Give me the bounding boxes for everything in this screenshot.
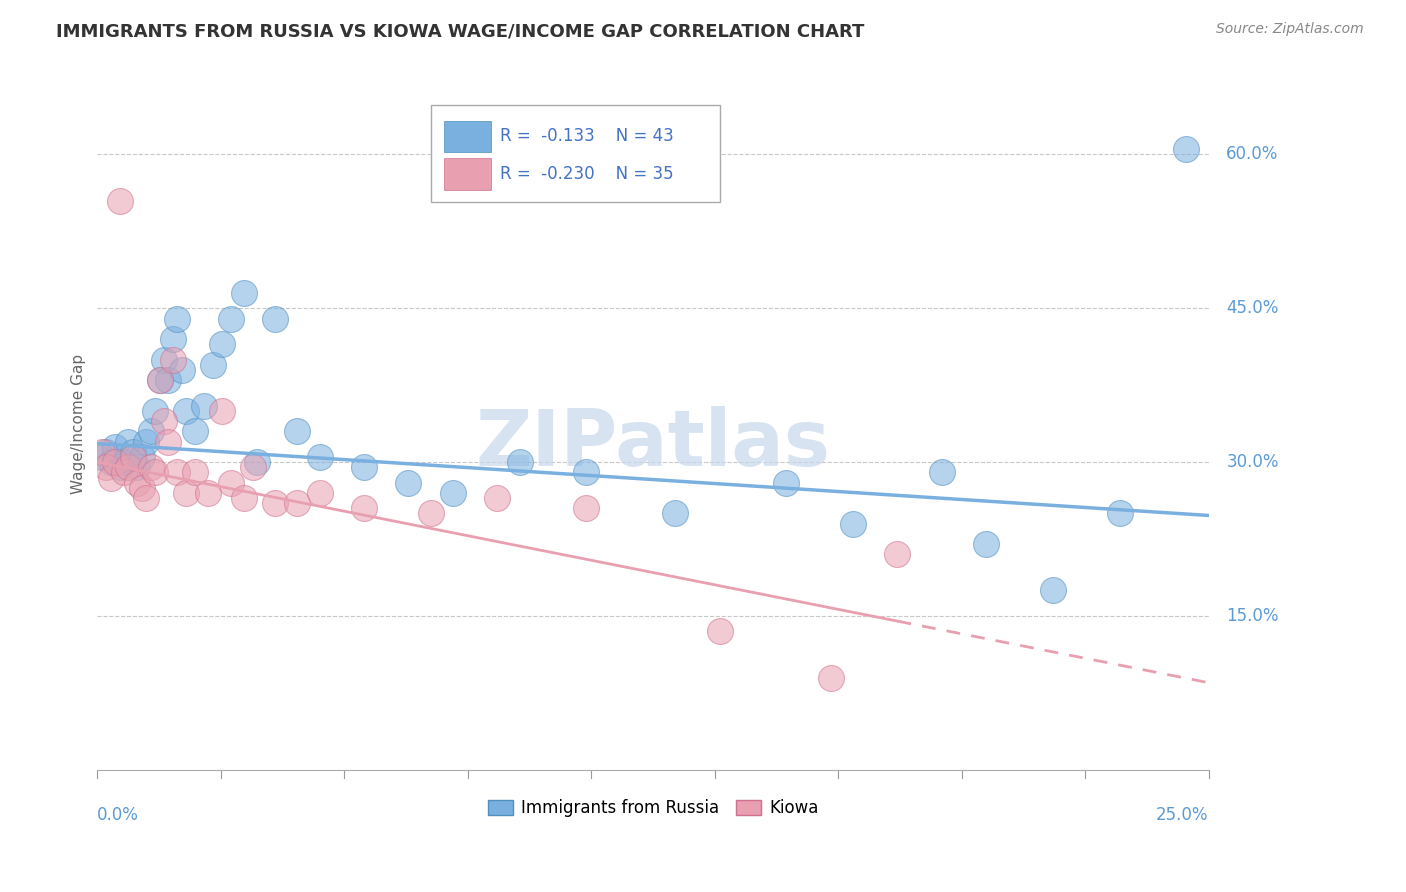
Point <box>104 455 127 469</box>
Point <box>143 404 166 418</box>
Point <box>96 445 118 459</box>
Y-axis label: Wage/Income Gap: Wage/Income Gap <box>72 353 86 493</box>
Point <box>139 460 162 475</box>
Point <box>90 450 112 464</box>
Point <box>353 460 375 475</box>
Point <box>441 486 464 500</box>
Point <box>820 671 842 685</box>
Point <box>96 460 118 475</box>
Point <box>287 425 309 439</box>
Text: ZIPatlas: ZIPatlas <box>475 407 831 483</box>
Point <box>131 481 153 495</box>
Point <box>575 466 598 480</box>
Point <box>112 455 135 469</box>
Point <box>509 455 531 469</box>
FancyBboxPatch shape <box>444 121 491 153</box>
Point <box>135 491 157 505</box>
Point <box>842 516 865 531</box>
Point <box>162 332 184 346</box>
Point <box>170 363 193 377</box>
Point <box>242 460 264 475</box>
Text: IMMIGRANTS FROM RUSSIA VS KIOWA WAGE/INCOME GAP CORRELATION CHART: IMMIGRANTS FROM RUSSIA VS KIOWA WAGE/INC… <box>56 22 865 40</box>
Point <box>233 491 256 505</box>
Point <box>100 455 122 469</box>
Text: Source: ZipAtlas.com: Source: ZipAtlas.com <box>1216 22 1364 37</box>
Point <box>246 455 269 469</box>
Point <box>157 434 180 449</box>
Point <box>90 445 112 459</box>
Point <box>166 466 188 480</box>
Text: 30.0%: 30.0% <box>1226 453 1279 471</box>
Point <box>308 450 330 464</box>
Point <box>174 486 197 500</box>
Point <box>135 434 157 449</box>
Point <box>184 466 207 480</box>
Point <box>308 486 330 500</box>
Point <box>219 475 242 490</box>
Point <box>709 624 731 639</box>
FancyBboxPatch shape <box>430 105 720 202</box>
Point <box>131 450 153 464</box>
Text: R =  -0.230    N = 35: R = -0.230 N = 35 <box>499 165 673 183</box>
Point <box>886 548 908 562</box>
Point <box>153 352 176 367</box>
Point <box>976 537 998 551</box>
Point <box>931 466 953 480</box>
Text: 15.0%: 15.0% <box>1226 607 1279 625</box>
Legend: Immigrants from Russia, Kiowa: Immigrants from Russia, Kiowa <box>481 792 825 824</box>
Point <box>122 445 145 459</box>
Text: 45.0%: 45.0% <box>1226 299 1278 318</box>
Point <box>775 475 797 490</box>
Point <box>143 466 166 480</box>
Point <box>139 425 162 439</box>
Point <box>112 466 135 480</box>
Point <box>166 311 188 326</box>
Point <box>117 434 139 449</box>
Point <box>108 194 131 208</box>
Point <box>1108 507 1130 521</box>
Point <box>174 404 197 418</box>
Point <box>197 486 219 500</box>
Point <box>1042 583 1064 598</box>
Point <box>211 404 233 418</box>
Point <box>157 373 180 387</box>
Point <box>219 311 242 326</box>
Point <box>108 460 131 475</box>
Point <box>122 450 145 464</box>
Point <box>353 501 375 516</box>
Point <box>127 475 149 490</box>
Point <box>1175 142 1198 156</box>
Point <box>104 440 127 454</box>
Point <box>100 470 122 484</box>
Point <box>148 373 170 387</box>
Point <box>664 507 686 521</box>
Text: 0.0%: 0.0% <box>97 805 139 824</box>
Point <box>148 373 170 387</box>
Point <box>201 358 224 372</box>
Point <box>419 507 441 521</box>
Point <box>127 460 149 475</box>
Text: 25.0%: 25.0% <box>1156 805 1209 824</box>
Point <box>233 285 256 300</box>
Point <box>193 399 215 413</box>
Point <box>264 496 287 510</box>
Text: R =  -0.133    N = 43: R = -0.133 N = 43 <box>499 128 673 145</box>
Point <box>184 425 207 439</box>
Point <box>264 311 287 326</box>
Point <box>486 491 509 505</box>
Point <box>153 414 176 428</box>
Point <box>575 501 598 516</box>
Point <box>117 460 139 475</box>
Point <box>398 475 420 490</box>
Point <box>211 337 233 351</box>
FancyBboxPatch shape <box>444 159 491 190</box>
Text: 60.0%: 60.0% <box>1226 145 1278 163</box>
Point <box>287 496 309 510</box>
Point <box>162 352 184 367</box>
